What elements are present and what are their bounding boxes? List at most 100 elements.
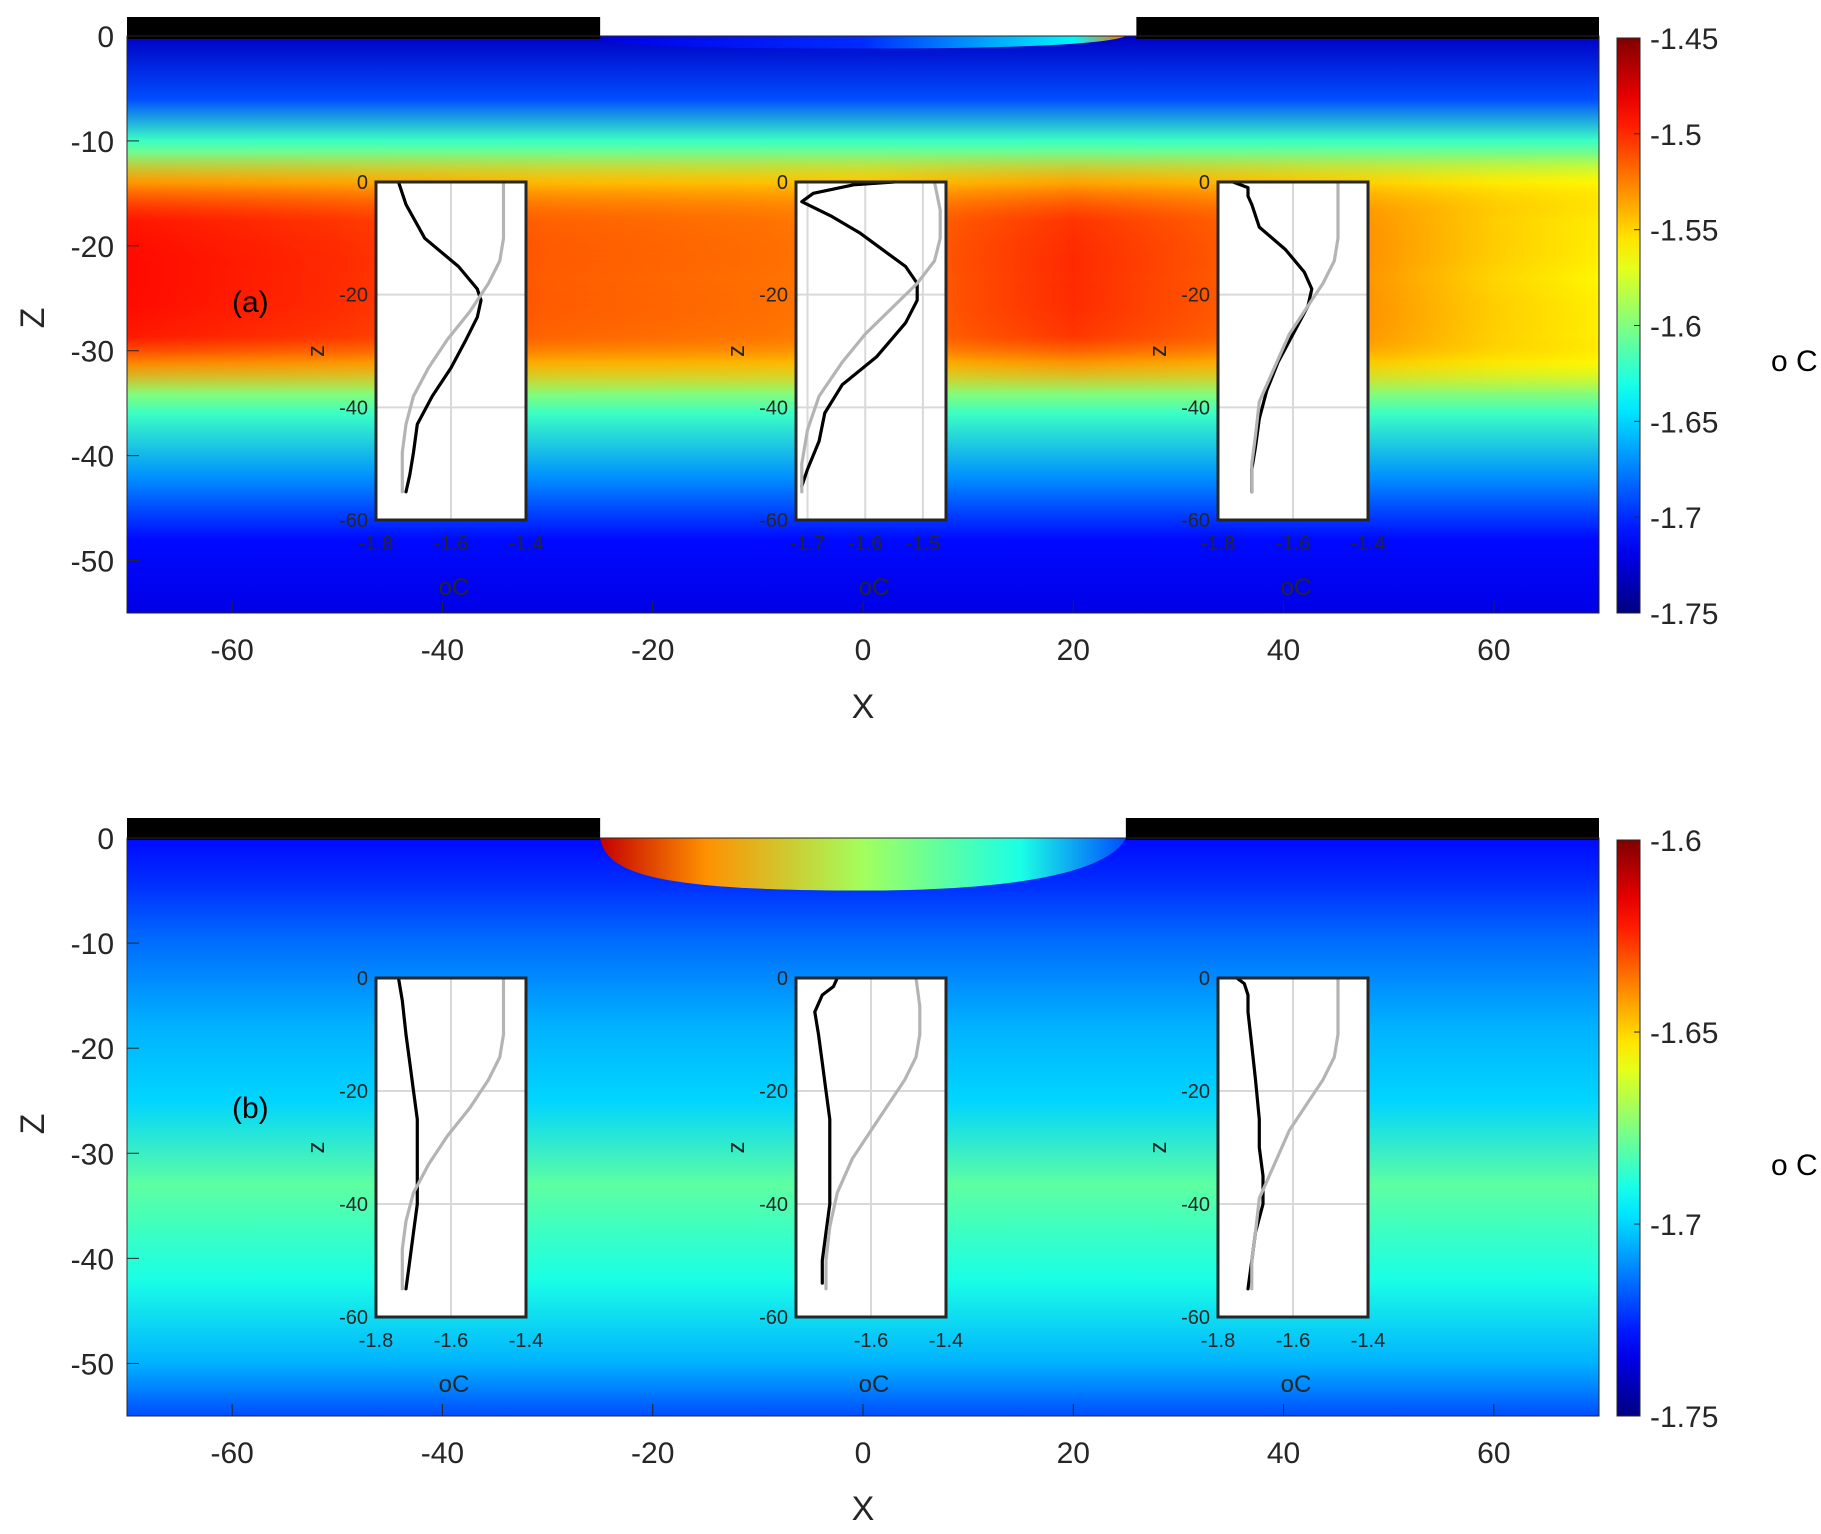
inset-y-tick-label: -60 <box>339 510 368 532</box>
ice-shelf-right <box>1125 818 1599 840</box>
inset-x-label: oC <box>859 574 890 601</box>
inset-y-label: z <box>1145 1142 1172 1154</box>
inset-y-tick-label: -40 <box>339 1194 368 1216</box>
inset-profile-gray-line <box>824 976 922 1291</box>
inset-profile-black-line <box>813 976 839 1285</box>
y-tick-label: 0 <box>97 823 114 856</box>
inset-background <box>796 182 946 520</box>
inset-y-tick-label: -20 <box>339 1081 368 1103</box>
colorbar-tick-label: -1.6 <box>1650 825 1702 858</box>
inset-x-tick-label: -1.6 <box>1276 533 1310 555</box>
inset-profile-black-line <box>396 180 483 494</box>
inset-y-label: z <box>1145 345 1172 357</box>
x-tick-label: -20 <box>631 634 674 667</box>
panel-b-colorbar: -1.6 -1.65 -1.7 -1.75 <box>1616 825 1718 1434</box>
x-tick-label: 40 <box>1267 634 1300 667</box>
panel-b-ice-shelves <box>127 818 1599 840</box>
inset-x-tick-label: -1.7 <box>790 533 824 555</box>
x-tick-label: 0 <box>855 1437 872 1470</box>
inset-x-tick-label: -1.6 <box>1276 1330 1310 1352</box>
ice-shelf-left <box>127 818 601 840</box>
panel-a-label: (a) <box>232 286 269 319</box>
inset-y-tick-label: 0 <box>1199 172 1210 194</box>
y-tick-label: -50 <box>71 546 114 579</box>
colorbar-tick-label: -1.75 <box>1650 1401 1718 1434</box>
panel-a: -60 -40 -20 0 20 40 60 0 -10 -20 -30 -40 -50 X Z (a… <box>14 17 1818 726</box>
inset-y-tick-label: 0 <box>357 172 368 194</box>
y-tick-label: -30 <box>71 336 114 369</box>
panel-a-ice-shelves <box>127 17 1599 39</box>
inset-y-tick-label: 0 <box>777 172 788 194</box>
panel-b-colorbar-label: o C <box>1771 1149 1818 1182</box>
panel-b-label: (b) <box>232 1092 269 1125</box>
inset-x-tick-label: -1.4 <box>509 533 543 555</box>
inset-x-tick-label: -1.4 <box>929 1330 963 1352</box>
panel-b-y-ticks: 0 -10 -20 -30 -40 -50 <box>71 823 139 1381</box>
y-tick-label: -20 <box>71 1033 114 1066</box>
inset-profile-left: -1.8 -1.6 -1.4 0 -20 -40 -60 oC z <box>303 968 543 1398</box>
colorbar-tick-label: -1.7 <box>1650 1209 1702 1242</box>
x-tick-label: -60 <box>210 634 253 667</box>
inset-x-tick-label: -1.4 <box>1351 533 1385 555</box>
panel-a-colorbar-label: o C <box>1771 345 1818 378</box>
inset-frame <box>794 180 948 522</box>
inset-y-tick-label: -60 <box>1181 510 1210 532</box>
inset-profile-gray-line <box>1250 976 1340 1291</box>
colorbar-tick-label: -1.7 <box>1650 502 1702 535</box>
inset-y-tick-label: -20 <box>759 1081 788 1103</box>
colorbar-gradient <box>1616 839 1641 1417</box>
inset-y-tick-label: -60 <box>339 1307 368 1329</box>
inset-x-tick-label: -1.8 <box>359 533 393 555</box>
colorbar-tick-label: -1.65 <box>1650 406 1718 439</box>
ice-shelf-left <box>127 17 601 39</box>
inset-y-tick-label: -40 <box>759 1194 788 1216</box>
panel-b-x-ticks: -60 -40 -20 0 20 40 60 <box>210 1404 1511 1470</box>
y-tick-label: -40 <box>71 1243 114 1276</box>
x-tick-label: 20 <box>1057 1437 1090 1470</box>
inset-y-label: z <box>303 1142 330 1154</box>
inset-x-tick-label: -1.8 <box>359 1330 393 1352</box>
inset-y-label: z <box>723 1142 750 1154</box>
inset-profile-center: -1.6 -1.4 0 -20 -40 -60 oC z <box>723 968 963 1398</box>
inset-y-tick-label: 0 <box>777 968 788 990</box>
inset-profile-left: -1.8 -1.6 -1.4 0 -20 -40 -60 oC z <box>303 172 543 601</box>
panel-a-y-ticks: 0 -10 -20 -30 -40 -50 <box>71 21 139 579</box>
x-tick-label: -20 <box>631 1437 674 1470</box>
inset-profile-right: -1.8 -1.6 -1.4 0 -20 -40 -60 oC z <box>1145 968 1385 1398</box>
inset-frame <box>374 976 528 1319</box>
x-tick-label: 20 <box>1057 634 1090 667</box>
inset-x-tick-label: -1.4 <box>1351 1330 1385 1352</box>
inset-frame <box>1216 976 1370 1319</box>
inset-y-tick-label: -20 <box>339 285 368 307</box>
inset-x-tick-label: -1.6 <box>854 1330 888 1352</box>
y-tick-label: -20 <box>71 231 114 264</box>
inset-x-tick-label: -1.8 <box>1201 533 1235 555</box>
y-tick-label: -10 <box>71 126 114 159</box>
inset-y-tick-label: 0 <box>357 968 368 990</box>
inset-profile-gray-line <box>1250 180 1340 494</box>
inset-y-tick-label: 0 <box>1199 968 1210 990</box>
inset-profile-gray-line <box>400 180 506 494</box>
panel-a-gap-surface-layer <box>600 36 1126 49</box>
inset-profile-black-line <box>396 976 419 1291</box>
panel-a-y-label: Z <box>14 308 52 329</box>
inset-x-tick-label: -1.6 <box>434 533 468 555</box>
colorbar-tick-label: -1.6 <box>1650 311 1702 344</box>
inset-y-tick-label: -40 <box>1181 397 1210 419</box>
y-tick-label: -30 <box>71 1138 114 1171</box>
inset-x-label: oC <box>859 1371 890 1398</box>
y-tick-label: -40 <box>71 441 114 474</box>
inset-profile-gray-line <box>800 180 942 494</box>
inset-y-tick-label: -20 <box>1181 285 1210 307</box>
x-tick-label: -40 <box>421 1437 464 1470</box>
y-tick-label: -10 <box>71 928 114 961</box>
colorbar-tick-label: -1.55 <box>1650 215 1718 248</box>
panel-b-insets: -1.8 -1.6 -1.4 0 -20 -40 -60 oC z -1.6 -1.4 0 -20 -40… <box>303 968 1385 1398</box>
x-tick-label: 60 <box>1477 634 1510 667</box>
inset-x-tick-label: -1.8 <box>1201 1330 1235 1352</box>
x-tick-label: -60 <box>210 1437 253 1470</box>
x-tick-label: 40 <box>1267 1437 1300 1470</box>
inset-x-tick-label: -1.6 <box>434 1330 468 1352</box>
inset-y-tick-label: -40 <box>759 397 788 419</box>
y-tick-label: -50 <box>71 1348 114 1381</box>
